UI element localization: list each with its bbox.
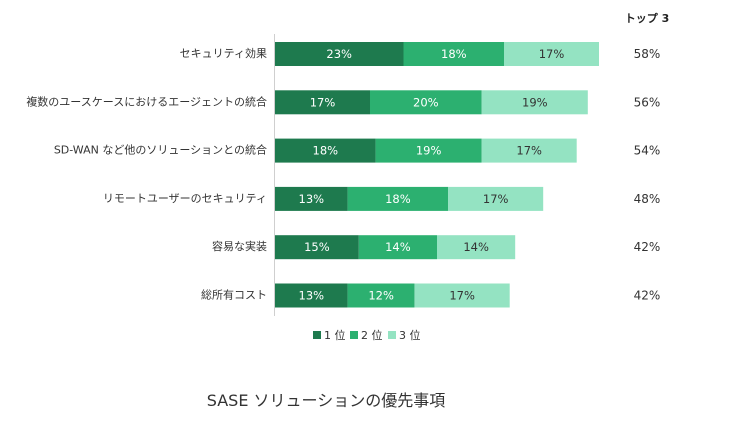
bar-segment — [275, 90, 370, 115]
legend-swatch — [313, 331, 321, 339]
legend-label: 2 位 — [361, 328, 383, 342]
segment-value-label: 13% — [299, 289, 325, 303]
segment-value-label: 18% — [385, 192, 411, 206]
bar-row: 複数のユースケースにおけるエージェントの統合 17% 20% 19% 56% — [26, 90, 661, 115]
category-label: 複数のユースケースにおけるエージェントの統合 — [26, 94, 267, 108]
segment-value-label: 12% — [368, 289, 394, 303]
bar-segment — [403, 42, 505, 66]
total-value-label: 58% — [634, 47, 661, 61]
segment-value-label: 19% — [522, 95, 548, 109]
legend-label: 3 位 — [399, 328, 421, 342]
segment-value-label: 14% — [463, 240, 489, 254]
category-label: SD-WAN など他のソリューションとの統合 — [54, 143, 267, 157]
bar-groups: セキュリティ効果 23% 18% 17% 58% 複数のユースケースにおけるエージェントの… — [26, 42, 660, 308]
bar-row: 容易な実装 15% 14% 14% 42% — [212, 235, 661, 260]
category-label: 総所有コスト — [201, 288, 267, 302]
legend-swatch — [388, 331, 396, 339]
bar-segment — [275, 283, 348, 308]
bar-segment — [481, 138, 577, 163]
segment-value-label: 17% — [483, 192, 509, 206]
total-value-label: 42% — [634, 289, 661, 303]
bar-segment — [275, 138, 376, 163]
segment-value-label: 17% — [516, 144, 542, 158]
segment-value-label: 13% — [299, 192, 325, 206]
bar-segment — [347, 283, 415, 308]
legend-label: 1 位 — [324, 328, 346, 342]
segment-value-label: 19% — [416, 144, 442, 158]
total-value-label: 54% — [634, 144, 661, 158]
legend-item: 3 位 — [388, 328, 421, 342]
segment-value-label: 18% — [441, 47, 467, 61]
bar-segment — [275, 42, 404, 66]
category-label: 容易な実装 — [212, 239, 267, 253]
legend: 1 位 2 位 3 位 — [313, 328, 421, 342]
bar-segment — [414, 283, 510, 308]
legend-item: 1 位 — [313, 328, 346, 342]
total-value-label: 56% — [634, 95, 661, 109]
chart-title: SASE ソリューションの優先事項 — [207, 391, 445, 410]
bar-segment — [481, 90, 588, 115]
bar-segment — [437, 235, 516, 260]
bar-segment — [370, 90, 482, 115]
segment-value-label: 17% — [310, 95, 336, 109]
bar-row: 総所有コスト 13% 12% 17% 42% — [201, 283, 661, 308]
category-label: セキュリティ効果 — [180, 46, 267, 60]
bar-segment — [448, 186, 544, 211]
bar-segment — [375, 138, 482, 163]
segment-value-label: 17% — [539, 47, 565, 61]
category-label: リモートユーザーのセキュリティ — [103, 192, 267, 205]
bar-row: セキュリティ効果 23% 18% 17% 58% — [180, 42, 661, 66]
bar-segment — [275, 235, 359, 260]
segment-value-label: 23% — [326, 47, 352, 61]
total-value-label: 42% — [634, 240, 661, 254]
legend-item: 2 位 — [350, 328, 383, 342]
segment-value-label: 14% — [385, 240, 411, 254]
segment-value-label: 17% — [449, 289, 475, 303]
bar-segment — [504, 42, 599, 66]
total-value-label: 48% — [634, 192, 661, 206]
segment-value-label: 20% — [413, 95, 439, 109]
bar-segment — [358, 235, 437, 260]
bar-segment — [275, 186, 348, 211]
segment-value-label: 15% — [304, 240, 330, 254]
bar-segment — [347, 186, 449, 211]
bar-row: SD-WAN など他のソリューションとの統合 18% 19% 17% 54% — [54, 138, 661, 163]
segment-value-label: 18% — [313, 144, 339, 158]
legend-swatch — [350, 331, 358, 339]
bar-row: リモートユーザーのセキュリティ 13% 18% 17% 48% — [103, 186, 661, 211]
totals-header: トップ 3 — [625, 11, 669, 25]
